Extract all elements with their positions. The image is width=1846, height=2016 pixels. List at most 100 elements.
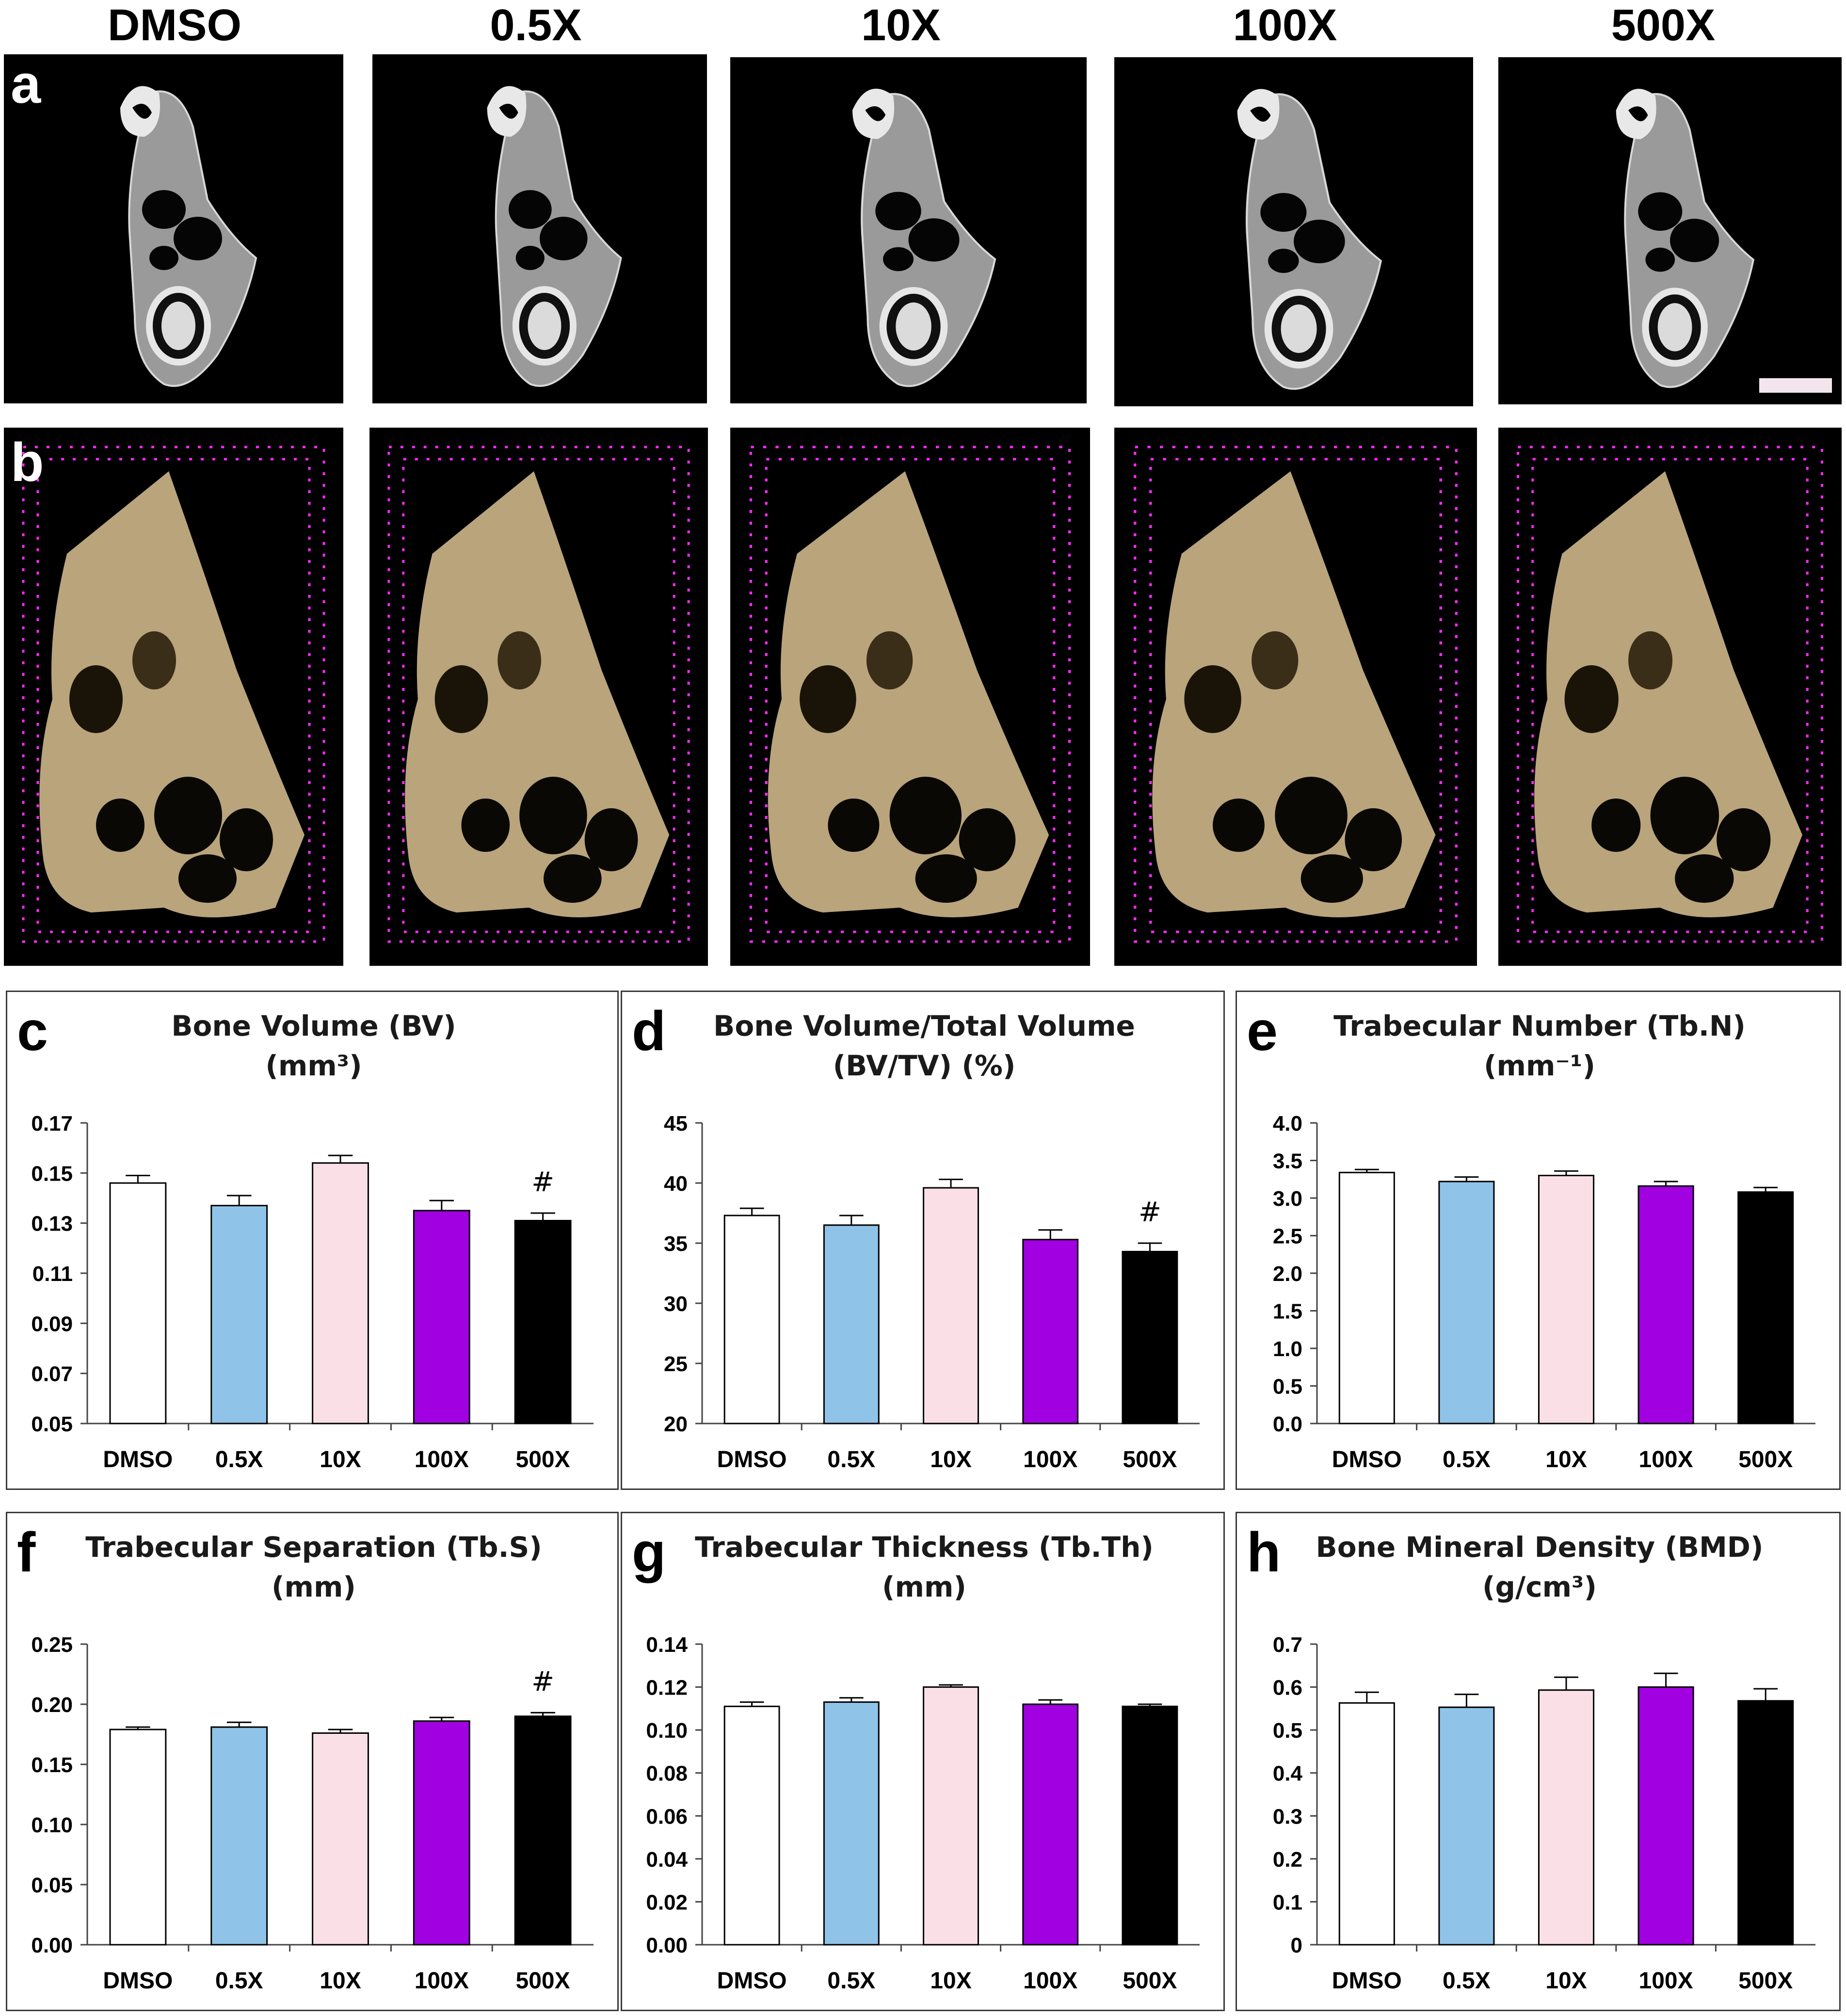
y-tick-label: 2.0 [1273,1262,1302,1286]
chart-title: Trabecular Thickness (Tb.Th) [695,1531,1154,1564]
bar-dmso [1338,1702,1395,1946]
ct-slice-image [1498,57,1842,404]
y-tick-label: 0.0 [1273,1412,1302,1436]
bar-10x [923,1686,979,1946]
x-tick-label: 0.5X [827,1968,875,1994]
bar-chart-panel-f: f Trabecular Separation (Tb.S) (mm) 0.00 0.0… [6,1512,619,2011]
chart-title: Trabecular Number (Tb.N) [1333,1009,1746,1042]
y-tick-label: 35 [664,1232,688,1256]
bar-0-5x [1438,1181,1495,1424]
y-tick-label: 0.3 [1273,1805,1302,1828]
3d-bone-render [730,428,1090,966]
x-tick-label: 10X [320,1447,361,1472]
bar-100x [413,1210,470,1424]
bar-chart-svg: d Bone Volume/Total Volume (BV/TV) (%) 20 25… [632,1000,1200,1472]
bar-500x [514,1715,572,1946]
bar-chart-panel-h: h Bone Mineral Density (BMD) (g/cm³) 0 0.1 0.… [1236,1512,1841,2011]
bar-10x [1538,1175,1595,1424]
x-tick-label: 10X [320,1968,361,1994]
y-tick-label: 0.08 [646,1762,688,1786]
panel-label-b: b [11,432,44,493]
x-tick-label: 10X [1545,1968,1587,1994]
y-tick-label: 0.11 [32,1262,73,1286]
chart-unit: (mm) [272,1570,356,1603]
y-tick-label: 20 [664,1412,688,1436]
bar-100x [413,1720,470,1946]
y-tick-label: 2.5 [1273,1225,1302,1248]
panel-label-e: e [1247,1000,1278,1062]
ct-slice-image [4,54,343,403]
column-header-10x: 10X [861,0,941,50]
bar-10x [1538,1689,1595,1946]
ct-slice-image [730,57,1087,403]
y-tick-label: 3.5 [1273,1150,1302,1173]
bar-10x [923,1187,979,1424]
x-tick-label: 500X [1123,1968,1177,1994]
y-tick-label: 30 [664,1292,688,1316]
y-tick-label: 0.15 [31,1753,73,1777]
y-tick-label: 45 [664,1112,688,1136]
panel-label-g: g [632,1521,666,1584]
chart-title: Trabecular Separation (Tb.S) [85,1531,542,1564]
panel-label-h: h [1247,1521,1281,1584]
bar-chart-svg: c Bone Volume (BV) (mm³) 0.05 0.07 0.09 0.11 0.… [17,1000,594,1472]
bar-100x [1637,1185,1694,1424]
x-tick-label: 100X [1639,1447,1693,1472]
bar-0-5x [210,1205,268,1424]
bar-500x [514,1220,572,1424]
bar-0-5x [823,1701,880,1946]
x-tick-label: 0.5X [215,1968,263,1994]
x-tick-label: DMSO [1332,1447,1402,1472]
x-tick-label: 0.5X [215,1447,263,1472]
ct-slice-bone [1237,89,1382,390]
significance-marker: # [531,1666,554,1697]
x-tick-label: 100X [415,1968,469,1994]
chart-unit: (g/cm³) [1482,1570,1597,1603]
bar-100x [1022,1703,1079,1946]
x-tick-label: DMSO [717,1968,787,1994]
y-tick-label: 1.5 [1273,1300,1302,1324]
x-tick-label: 0.5X [1443,1968,1491,1994]
bar-dmso [723,1705,780,1946]
x-tick-label: DMSO [103,1447,173,1472]
chart-title: Bone Mineral Density (BMD) [1316,1531,1764,1564]
x-tick-label: 0.5X [827,1447,875,1472]
3d-bone-render [4,428,343,966]
y-tick-label: 0.10 [646,1719,688,1743]
y-tick-label: 0.25 [31,1633,73,1657]
3d-bone-render [369,428,708,966]
y-tick-label: 0.04 [646,1848,688,1872]
bar-100x [1022,1239,1079,1424]
column-header-100x: 100X [1233,0,1337,50]
panel-label-c: c [17,1000,48,1062]
ct-slice-bone [1616,89,1755,388]
x-tick-label: DMSO [103,1968,173,1994]
x-tick-label: DMSO [1332,1968,1402,1994]
3d-bone-render [1498,428,1842,966]
y-tick-label: 0.10 [31,1813,73,1837]
y-tick-label: 0.00 [31,1934,73,1957]
x-tick-label: 10X [930,1447,971,1472]
bar-chart-panel-d: d Bone Volume/Total Volume (BV/TV) (%) 20 25… [621,991,1225,1490]
bar-500x [1737,1700,1794,1946]
bar-dmso [1338,1171,1395,1424]
x-tick-label: DMSO [717,1447,787,1472]
y-tick-label: 0.15 [31,1162,73,1185]
bar-500x [1122,1705,1178,1946]
x-tick-label: 500X [516,1447,570,1472]
chart-unit: (BV/TV) (%) [833,1049,1016,1082]
y-tick-label: 25 [664,1352,688,1376]
y-tick-label: 4.0 [1273,1112,1302,1136]
column-header-0-5x: 0.5X [490,0,582,50]
y-tick-label: 0.4 [1273,1762,1303,1786]
chart-unit: (mm) [882,1570,966,1603]
bar-100x [1637,1686,1694,1946]
y-tick-label: 0.07 [31,1362,73,1386]
bar-0-5x [210,1726,268,1946]
y-tick-label: 0.5 [1273,1375,1302,1399]
ct-slice-image [372,54,707,403]
bar-chart-panel-g: g Trabecular Thickness (Tb.Th) (mm) 0.00 0.0… [621,1512,1225,2011]
scale-bar [1759,378,1832,393]
bar-chart-svg: h Bone Mineral Density (BMD) (g/cm³) 0 0.1 0.… [1247,1521,1815,1994]
bar-dmso [723,1215,780,1424]
